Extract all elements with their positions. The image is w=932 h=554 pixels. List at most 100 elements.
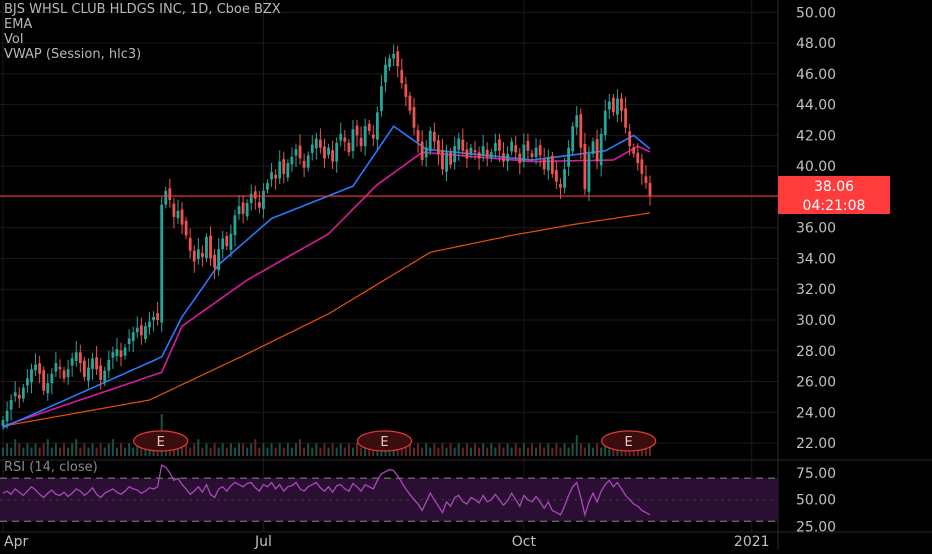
volume-bar [242, 443, 245, 456]
volume-bar [99, 443, 102, 456]
candle-body [441, 150, 444, 170]
candle-body [229, 233, 233, 250]
volume-bar [205, 443, 208, 456]
candle-body [493, 143, 497, 152]
candle-body [54, 363, 58, 372]
candle-body [38, 363, 42, 374]
price-tag-bg [778, 176, 890, 195]
earnings-marker[interactable]: E [133, 430, 189, 452]
volume-bar [67, 447, 70, 456]
candle-body [591, 141, 595, 154]
volume-bar [193, 443, 196, 456]
earnings-marker[interactable]: E [601, 430, 657, 452]
candle-body [648, 183, 652, 196]
rsi-title[interactable]: RSI (14, close) [4, 460, 98, 475]
candle-body [327, 147, 330, 155]
legend-vol[interactable]: Vol [4, 32, 24, 47]
volume-bar [502, 447, 505, 456]
candle-body [607, 101, 611, 110]
volume-bar [46, 439, 49, 456]
candle-body [286, 163, 290, 178]
volume-bar [494, 447, 497, 456]
volume-bar [38, 447, 41, 456]
volume-bar [91, 443, 94, 456]
volume-bar [311, 447, 314, 456]
volume-bar [111, 439, 114, 456]
volume-bar [63, 443, 66, 456]
volume-bar [128, 443, 131, 456]
volume-bar [95, 447, 98, 456]
volume-bar [535, 447, 538, 456]
candle-body [465, 149, 469, 159]
candle-body [603, 110, 607, 136]
countdown-bg [778, 195, 890, 214]
volume-bar [181, 447, 184, 456]
time-axis: Apr Jul Oct 2021 [4, 534, 770, 550]
volume-bar [404, 447, 407, 456]
candle-body [359, 137, 363, 147]
candle-body [119, 350, 123, 357]
candle-body [274, 174, 278, 179]
volume-bar [87, 447, 90, 456]
candle-body [624, 108, 627, 128]
legend-vwap[interactable]: VWAP (Session, hlc3) [4, 47, 142, 62]
volume-bar [58, 447, 61, 456]
volume-bar [120, 443, 123, 456]
candle-body [237, 206, 241, 215]
candle-body [135, 327, 139, 333]
earnings-marker[interactable]: E [356, 430, 413, 452]
volume-bar [103, 447, 106, 456]
candle-body [58, 366, 62, 370]
volume-bar [628, 447, 631, 456]
volume-bar [250, 443, 253, 456]
candle-body [30, 369, 33, 383]
price-tick-label: 34.00 [796, 251, 836, 267]
price-tag: 38.06 04:21:08 [0, 176, 890, 214]
candle-body [192, 250, 196, 262]
candle-body [518, 153, 522, 164]
candle-body [144, 326, 147, 340]
volume-bar [229, 443, 232, 456]
candle-body [131, 332, 135, 341]
candle-body [266, 183, 269, 190]
volume-bar [506, 443, 509, 456]
volume-bar [278, 443, 281, 456]
candle-body [355, 125, 359, 136]
volume-bar [176, 443, 179, 456]
candle-body [542, 159, 546, 170]
volume-bar [254, 439, 257, 456]
candle-body [176, 210, 180, 219]
candle-body [70, 358, 74, 366]
candle-body [351, 129, 355, 152]
candle-body [371, 134, 375, 139]
volume-bar [457, 443, 460, 456]
candle-body [115, 349, 119, 356]
candle-body [424, 147, 428, 158]
volume-bar [327, 447, 330, 456]
candle-body [481, 146, 485, 156]
candle-body [139, 325, 143, 336]
volume-bar [616, 447, 619, 456]
volume-bar [270, 443, 273, 456]
price-tag-value: 38.06 [814, 179, 854, 195]
candle-body [522, 144, 526, 162]
volume-bar [30, 447, 33, 456]
candle-body [534, 147, 538, 157]
volume-bar [303, 447, 306, 456]
candle-body [209, 235, 212, 259]
candle-body [375, 112, 379, 140]
volume-bar [217, 447, 220, 456]
candle-body [392, 53, 396, 59]
time-tick-label: 2021 [734, 534, 770, 550]
volume-bar [152, 447, 155, 456]
volume-bar [469, 447, 472, 456]
candle-body [21, 387, 25, 399]
candle-body [152, 316, 155, 321]
legend-ema[interactable]: EMA [4, 17, 33, 32]
volume-bar [453, 447, 456, 456]
candle-body [571, 126, 575, 152]
candle-body [221, 238, 225, 250]
